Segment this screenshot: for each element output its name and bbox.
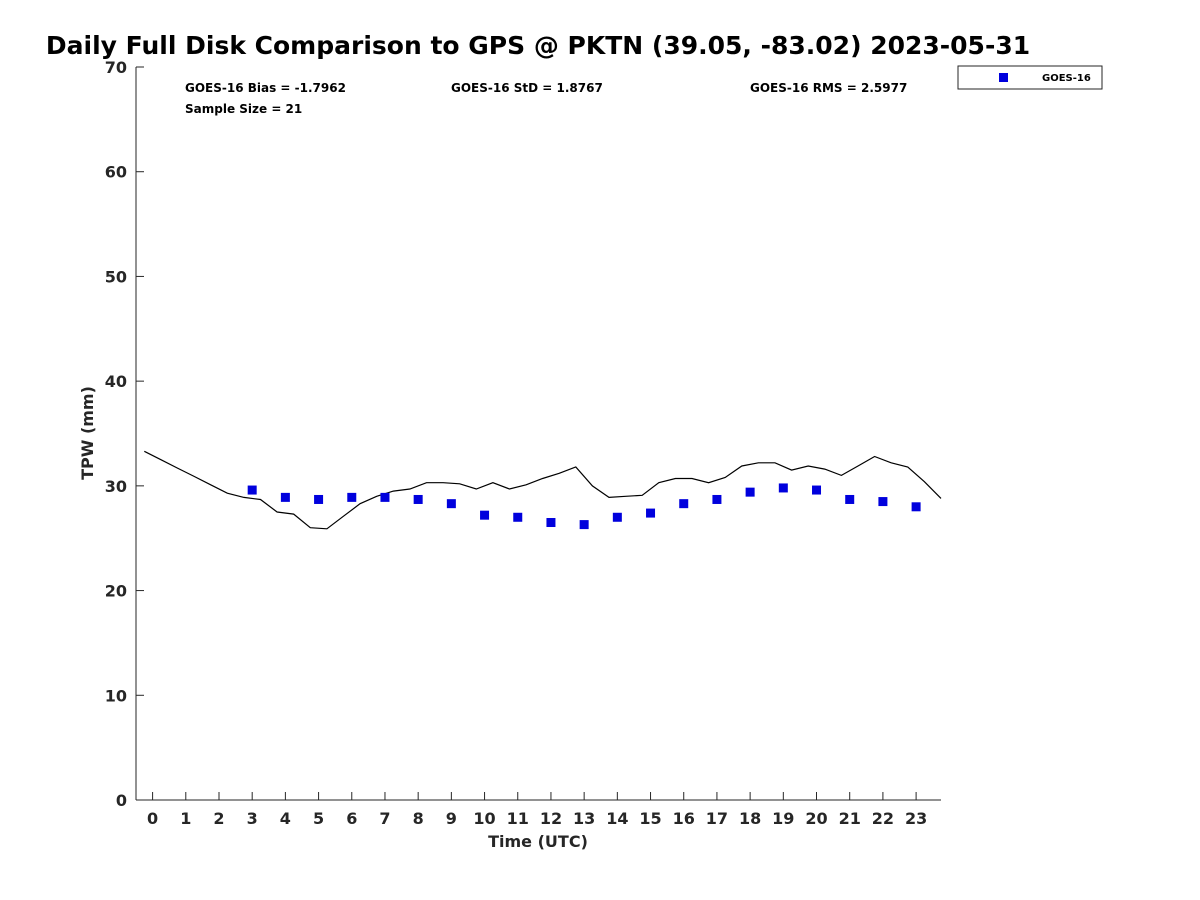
x-tick-label: 19 [772, 809, 794, 828]
x-tick-label: 15 [639, 809, 661, 828]
y-axis-label: TPW (mm) [78, 386, 97, 480]
x-tick-label: 9 [446, 809, 457, 828]
legend: GOES-16 [957, 65, 1103, 90]
goes16-point [778, 483, 788, 493]
x-tick-label: 20 [805, 809, 827, 828]
goes16-point [413, 494, 423, 504]
x-tick-label: 17 [706, 809, 728, 828]
goes16-point [878, 497, 888, 507]
goes16-point [579, 520, 589, 530]
std-stat: GOES-16 StD = 1.8767 [451, 81, 603, 95]
x-tick-label: 8 [413, 809, 424, 828]
y-tick-label: 0 [116, 791, 127, 810]
x-tick-label: 7 [379, 809, 390, 828]
x-tick-label: 1 [180, 809, 191, 828]
goes16-point [380, 492, 390, 502]
y-tick-label: 60 [105, 163, 127, 182]
x-tick-label: 10 [473, 809, 495, 828]
y-tick-label: 10 [105, 686, 127, 705]
x-tick-label: 0 [147, 809, 158, 828]
x-tick-label: 23 [905, 809, 927, 828]
y-tick-label: 70 [105, 58, 127, 77]
chart-title: Daily Full Disk Comparison to GPS @ PKTN… [46, 31, 1030, 60]
goes16-point [911, 502, 921, 512]
y-tick-label: 40 [105, 372, 127, 391]
bias-stat: GOES-16 Bias = -1.7962 [185, 81, 346, 95]
goes16-point [280, 492, 290, 502]
x-axis-label: Time (UTC) [488, 832, 588, 851]
x-tick-label: 14 [606, 809, 628, 828]
gps-tpw-line [144, 450, 942, 530]
goes16-point [446, 499, 456, 509]
goes16-point [679, 499, 689, 509]
x-tick-label: 16 [673, 809, 695, 828]
x-tick-label: 4 [280, 809, 291, 828]
y-tick-label: 20 [105, 582, 127, 601]
goes16-point [745, 487, 755, 497]
goes16-point [314, 494, 324, 504]
x-tick-label: 6 [346, 809, 357, 828]
x-tick-label: 21 [839, 809, 861, 828]
x-tick-label: 11 [507, 809, 529, 828]
x-tick-label: 18 [739, 809, 761, 828]
goes16-point [480, 510, 490, 520]
sample-size-stat: Sample Size = 21 [185, 102, 302, 116]
goes16-point [247, 485, 257, 495]
goes16-point [646, 508, 656, 518]
x-tick-label: 5 [313, 809, 324, 828]
x-tick-label: 12 [540, 809, 562, 828]
rms-stat: GOES-16 RMS = 2.5977 [750, 81, 907, 95]
goes16-point [513, 512, 523, 522]
x-tick-label: 3 [247, 809, 258, 828]
goes16-point [845, 494, 855, 504]
goes16-point [612, 512, 622, 522]
x-tick-label: 22 [872, 809, 894, 828]
goes16-point [712, 494, 722, 504]
goes16-point [546, 518, 556, 528]
y-tick-label: 50 [105, 267, 127, 286]
legend-marker-goes16 [999, 73, 1008, 82]
x-tick-label: 13 [573, 809, 595, 828]
goes16-point [347, 492, 357, 502]
goes16-points-layer [247, 483, 921, 530]
gps-line-layer [144, 450, 942, 530]
legend-box [957, 65, 1103, 90]
goes16-point [812, 485, 822, 495]
legend-label-goes16: GOES-16 [1042, 73, 1091, 84]
y-tick-label: 30 [105, 477, 127, 496]
x-tick-label: 2 [213, 809, 224, 828]
